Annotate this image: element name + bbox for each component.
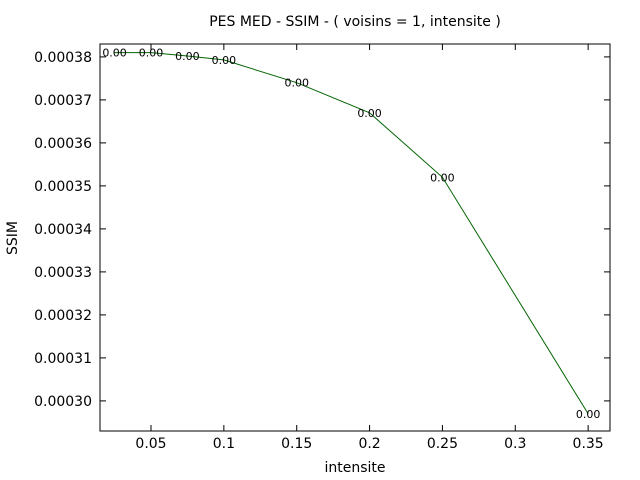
y-tick-label: 0.00032 [34,308,92,324]
y-axis-label: SSIM [5,221,21,255]
y-tick-label: 0.00038 [34,50,92,66]
data-label: 0.00 [357,107,382,120]
y-tick-label: 0.00031 [34,351,92,367]
y-tick-label: 0.00037 [34,93,92,109]
x-tick-label: 0.05 [135,436,166,452]
x-tick-label: 0.3 [504,436,526,452]
series-line [114,52,589,415]
x-axis-label: intensite [324,460,385,476]
data-label: 0.00 [284,77,309,90]
data-label: 0.00 [576,408,601,421]
y-tick-label: 0.00035 [34,179,92,195]
chart-title: PES MED - SSIM - ( voisins = 1, intensit… [209,14,501,30]
x-tick-label: 0.25 [427,436,458,452]
y-tick-label: 0.00036 [34,136,92,152]
x-tick-label: 0.15 [281,436,312,452]
y-axis: 0.000300.000310.000320.000330.000340.000… [34,50,610,410]
y-tick-label: 0.00033 [34,265,92,281]
series-group: 0.00 0.00 0.00 0.00 0.00 0.00 0.00 0.00 [102,47,600,421]
x-tick-label: 0.1 [213,436,235,452]
data-label: 0.00 [102,47,127,60]
plot-frame [99,43,611,432]
data-label: 0.00 [139,47,164,60]
data-label: 0.00 [175,50,200,63]
x-tick-label: 0.35 [573,436,604,452]
y-tick-label: 0.00030 [34,394,92,410]
x-tick-label: 0.2 [358,436,380,452]
y-tick-label: 0.00034 [34,222,92,238]
x-axis: 0.05 0.1 0.15 0.2 0.25 0.3 0.35 [135,44,604,452]
data-label: 0.00 [430,171,455,184]
data-label: 0.00 [212,54,237,67]
